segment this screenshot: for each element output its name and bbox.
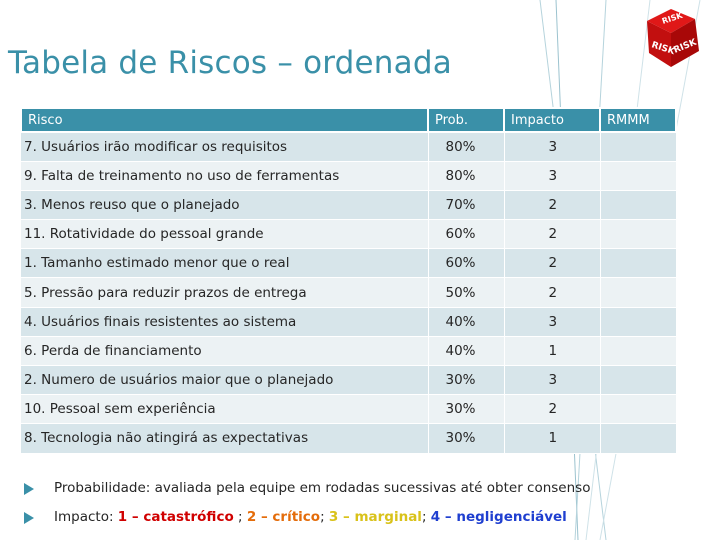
impact-cell: 2 [504, 219, 601, 250]
prob-cell: 40% [428, 336, 505, 367]
table-row: 3. Menos reuso que o planejado 70% 2 [21, 190, 677, 221]
prob-cell: 60% [428, 248, 505, 279]
impacto-label: Impacto: [54, 509, 118, 525]
header-rmmm: RMMM [600, 107, 677, 133]
risk-cell: 7. Usuários irão modificar os requisitos [21, 132, 429, 162]
risk-cell: 4. Usuários finais resistentes ao sistem… [21, 307, 429, 337]
page-title: Tabela de Riscos – ordenada [8, 45, 452, 81]
table-row: 8. Tecnologia não atingirá as expectativ… [21, 423, 677, 454]
rmmm-cell [600, 336, 677, 367]
risk-cell: 6. Perda de financiamento [21, 336, 429, 367]
risk-cell: 2. Numero de usuários maior que o planej… [21, 365, 429, 396]
header-risco: Risco [20, 107, 429, 133]
impacto-critico: 2 – crítico [246, 509, 321, 525]
impact-cell: 2 [504, 277, 601, 308]
prob-cell: 80% [428, 132, 505, 162]
impact-cell: 3 [504, 161, 601, 191]
prob-cell: 60% [428, 219, 505, 250]
impact-cell: 3 [504, 307, 601, 337]
risk-cell: 9. Falta de treinamento no uso de ferram… [21, 161, 429, 191]
rmmm-cell [600, 219, 677, 250]
impacto-sep: ; [421, 509, 431, 525]
impact-cell: 2 [504, 394, 601, 425]
rmmm-cell [600, 132, 677, 162]
risk-cell: 1. Tamanho estimado menor que o real [21, 248, 429, 279]
table-row: 4. Usuários finais resistentes ao sistem… [21, 307, 677, 337]
risk-cell: 8. Tecnologia não atingirá as expectativ… [21, 423, 429, 454]
rmmm-cell [600, 365, 677, 396]
prob-cell: 40% [428, 307, 505, 337]
risk-cell: 5. Pressão para reduzir prazos de entreg… [21, 277, 429, 308]
impacto-catastrofico: 1 – catastrófico [117, 509, 234, 525]
impacto-sep: ; [233, 509, 247, 525]
table-row: 6. Perda de financiamento 40% 1 [21, 336, 677, 367]
table-row: 2. Numero de usuários maior que o planej… [21, 365, 677, 396]
rmmm-cell [600, 307, 677, 337]
impact-cell: 2 [504, 248, 601, 279]
prob-cell: 80% [428, 161, 505, 191]
prob-cell: 30% [428, 394, 505, 425]
risk-cell: 11. Rotatividade do pessoal grande [21, 219, 429, 250]
impacto-marginal: 3 – marginal [328, 509, 422, 525]
bullet-arrow-icon [24, 512, 34, 524]
impacto-sep: ; [320, 509, 329, 525]
impact-cell: 3 [504, 365, 601, 396]
risk-cell: 10. Pessoal sem experiência [21, 394, 429, 425]
impact-cell: 1 [504, 423, 601, 454]
impacto-negligenciavel: 4 – negligenciável [430, 509, 567, 525]
header-prob: Prob. [428, 107, 505, 133]
rmmm-cell [600, 161, 677, 191]
table-row: 1. Tamanho estimado menor que o real 60%… [21, 248, 677, 279]
rmmm-cell [600, 423, 677, 454]
rmmm-cell [600, 277, 677, 308]
prob-cell: 70% [428, 190, 505, 221]
table-row: 7. Usuários irão modificar os requisitos… [21, 132, 677, 162]
note-probabilidade: Probabilidade: avaliada pela equipe em r… [54, 480, 591, 496]
table-row: 11. Rotatividade do pessoal grande 60% 2 [21, 219, 677, 250]
risk-table-container: Risco Prob. Impacto RMMM 7. Usuários irã… [20, 107, 677, 454]
risk-cube-icon: RISK RISK RISK [647, 9, 699, 67]
prob-cell: 30% [428, 365, 505, 396]
rmmm-cell [600, 394, 677, 425]
impact-cell: 2 [504, 190, 601, 221]
prob-cell: 30% [428, 423, 505, 454]
header-impacto: Impacto [504, 107, 601, 133]
prob-cell: 50% [428, 277, 505, 308]
table-row: 9. Falta de treinamento no uso de ferram… [21, 161, 677, 191]
risk-table: Risco Prob. Impacto RMMM 7. Usuários irã… [20, 107, 677, 454]
table-row: 5. Pressão para reduzir prazos de entreg… [21, 277, 677, 308]
risk-cell: 3. Menos reuso que o planejado [21, 190, 429, 221]
note-impacto: Impacto: 1 – catastrófico ; 2 – crítico;… [54, 509, 567, 525]
bullet-arrow-icon [24, 483, 34, 495]
impact-cell: 1 [504, 336, 601, 367]
table-header-row: Risco Prob. Impacto RMMM [20, 107, 677, 133]
table-row: 10. Pessoal sem experiência 30% 2 [21, 394, 677, 425]
impact-cell: 3 [504, 132, 601, 162]
rmmm-cell [600, 190, 677, 221]
rmmm-cell [600, 248, 677, 279]
